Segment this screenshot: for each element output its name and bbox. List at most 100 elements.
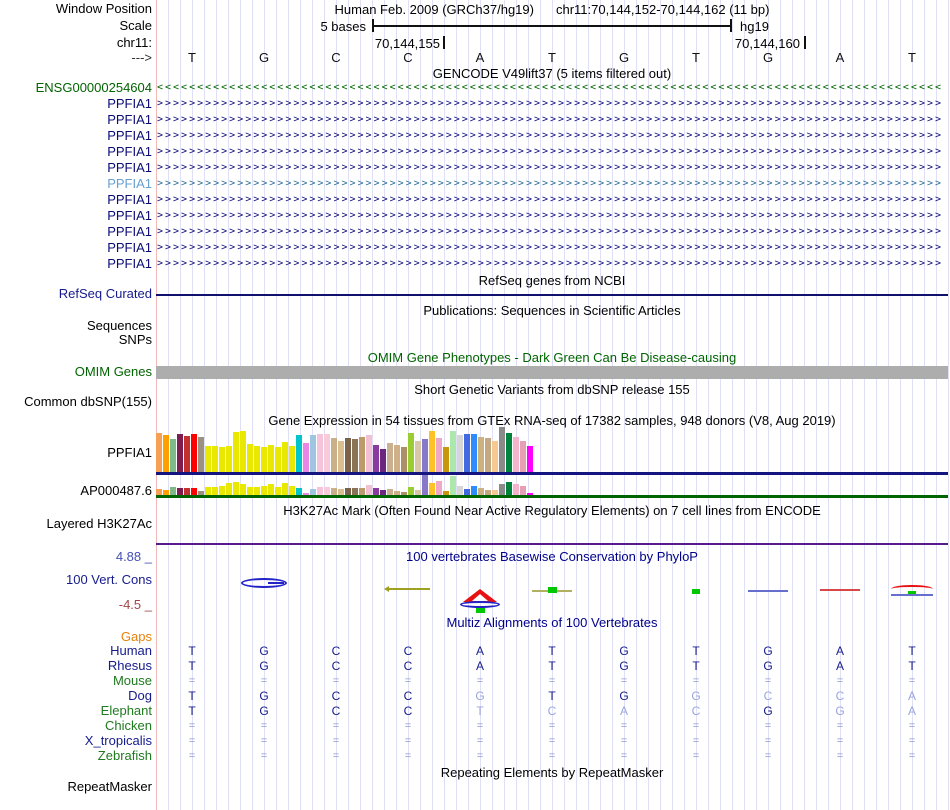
h3k27ac-baseline (156, 543, 948, 545)
gtex-tissue-bar (429, 431, 435, 472)
species-label[interactable]: X_tropicalis (84, 733, 152, 748)
layered-h3k27ac-label[interactable]: Layered H3K27Ac (46, 516, 152, 531)
gene-structure-row[interactable]: <<<<<<<<<<<<<<<<<<<<<<<<<<<<<<<<<<<<<<<<… (157, 82, 944, 93)
alignment-base: T (548, 644, 556, 658)
alignment-base: G (475, 689, 485, 703)
refseq-gene-line[interactable] (156, 294, 948, 296)
conservation-glyph (460, 601, 500, 608)
repeatmasker-label[interactable]: RepeatMasker (67, 779, 152, 794)
gene-row-label[interactable]: PPFIA1 (107, 208, 152, 223)
scale-assembly-label: hg19 (740, 19, 769, 34)
ruler-base: G (618, 50, 630, 65)
species-label[interactable]: Dog (128, 688, 152, 703)
alignment-base: = (188, 720, 196, 732)
gtex-gene-label-ppfia1[interactable]: PPFIA1 (107, 445, 152, 460)
alignment-base: = (260, 675, 268, 687)
gene-structure-row[interactable]: >>>>>>>>>>>>>>>>>>>>>>>>>>>>>>>>>>>>>>>>… (157, 194, 944, 205)
gene-structure-row[interactable]: >>>>>>>>>>>>>>>>>>>>>>>>>>>>>>>>>>>>>>>>… (157, 146, 944, 157)
gene-row-label[interactable]: PPFIA1 (107, 224, 152, 239)
gene-row-label[interactable]: PPFIA1 (107, 192, 152, 207)
gridline (276, 0, 277, 810)
alignment-base: T (548, 659, 556, 673)
gene-row-label[interactable]: PPFIA1 (107, 144, 152, 159)
gtex-tissue-bar (352, 488, 358, 496)
alignment-base: = (764, 675, 772, 687)
gene-row-label[interactable]: PPFIA1 (107, 128, 152, 143)
gtex-tissue-bar (478, 437, 484, 472)
gridline (828, 0, 829, 810)
alignment-base: G (619, 689, 629, 703)
common-dbsnp-label[interactable]: Common dbSNP(155) (24, 394, 152, 409)
snps-label[interactable]: SNPs (118, 332, 152, 347)
gtex-bar-row[interactable] (156, 470, 533, 496)
alignment-base: T (188, 644, 196, 658)
gene-row-label[interactable]: PPFIA1 (107, 240, 152, 255)
gtex-tissue-bar (527, 446, 533, 472)
gtex-tissue-bar (485, 490, 491, 496)
gtex-tissue-bar (310, 489, 316, 496)
gene-structure-row[interactable]: >>>>>>>>>>>>>>>>>>>>>>>>>>>>>>>>>>>>>>>>… (157, 162, 944, 173)
conservation-glyph (268, 582, 284, 584)
species-label[interactable]: Chicken (105, 718, 152, 733)
species-label[interactable]: Elephant (100, 703, 152, 718)
species-label[interactable]: Zebrafish (97, 748, 152, 763)
gene-structure-row[interactable]: >>>>>>>>>>>>>>>>>>>>>>>>>>>>>>>>>>>>>>>>… (157, 242, 944, 253)
gtex-gene-label-ap000487[interactable]: AP000487.6 (80, 483, 152, 498)
gridline (756, 0, 757, 810)
gene-row-label[interactable]: PPFIA1 (107, 160, 152, 175)
gaps-label[interactable]: Gaps (120, 629, 152, 644)
alignment-base: = (548, 750, 556, 762)
ruler-base: T (692, 50, 700, 65)
gridline (408, 0, 409, 810)
gridline (564, 0, 565, 810)
vert-cons-label[interactable]: 100 Vert. Cons (66, 572, 152, 587)
gtex-tissue-bar (303, 493, 309, 496)
gene-row-label[interactable]: PPFIA1 (107, 176, 152, 191)
omim-gene-bar[interactable] (156, 366, 948, 379)
gene-structure-row[interactable]: >>>>>>>>>>>>>>>>>>>>>>>>>>>>>>>>>>>>>>>>… (157, 210, 944, 221)
ruler-left-position: 70,144,155 (374, 36, 440, 51)
gridline (948, 0, 949, 810)
gridline (792, 0, 793, 810)
publications-heading: Publications: Sequences in Scientific Ar… (423, 303, 681, 318)
gtex-tissue-bar (387, 489, 393, 496)
gridline (696, 0, 697, 810)
gtex-tissue-bar (282, 442, 288, 472)
gene-structure-row[interactable]: >>>>>>>>>>>>>>>>>>>>>>>>>>>>>>>>>>>>>>>>… (157, 130, 944, 141)
gtex-tissue-bar (198, 437, 204, 472)
gridline (876, 0, 877, 810)
gtex-tissue-bar (387, 443, 393, 472)
gene-structure-row[interactable]: >>>>>>>>>>>>>>>>>>>>>>>>>>>>>>>>>>>>>>>>… (157, 226, 944, 237)
gene-structure-row[interactable]: >>>>>>>>>>>>>>>>>>>>>>>>>>>>>>>>>>>>>>>>… (157, 98, 944, 109)
gtex-tissue-bar (499, 484, 505, 496)
gtex-tissue-bar (527, 493, 533, 496)
gtex-tissue-bar (170, 439, 176, 472)
alignment-base: T (692, 644, 700, 658)
alignment-base: = (332, 750, 340, 762)
gridline (804, 0, 805, 810)
gene-row-label[interactable]: PPFIA1 (107, 96, 152, 111)
gtex-bar-row[interactable] (156, 426, 533, 472)
gtex-tissue-bar (254, 487, 260, 496)
gtex-tissue-bar (345, 438, 351, 472)
species-label[interactable]: Rhesus (107, 658, 152, 673)
species-label[interactable]: Mouse (112, 673, 152, 688)
gene-row-label[interactable]: ENSG00000254604 (35, 80, 152, 95)
alignment-base: = (836, 720, 844, 732)
conservation-glyph (383, 586, 389, 592)
gtex-tissue-bar (282, 483, 288, 496)
species-label[interactable]: Human (110, 643, 152, 658)
gene-row-label[interactable]: PPFIA1 (107, 112, 152, 127)
gene-structure-row[interactable]: >>>>>>>>>>>>>>>>>>>>>>>>>>>>>>>>>>>>>>>>… (157, 258, 944, 269)
gridline (660, 0, 661, 810)
refseq-curated-label[interactable]: RefSeq Curated (58, 286, 152, 301)
omim-genes-label[interactable]: OMIM Genes (74, 364, 152, 379)
gene-structure-row[interactable]: >>>>>>>>>>>>>>>>>>>>>>>>>>>>>>>>>>>>>>>>… (157, 178, 944, 189)
gridline (228, 0, 229, 810)
gene-row-label[interactable]: PPFIA1 (107, 256, 152, 271)
gridline (636, 0, 637, 810)
sequences-label[interactable]: Sequences (86, 318, 152, 333)
gene-structure-row[interactable]: >>>>>>>>>>>>>>>>>>>>>>>>>>>>>>>>>>>>>>>>… (157, 114, 944, 125)
gridline (348, 0, 349, 810)
gtex-tissue-bar (268, 484, 274, 496)
